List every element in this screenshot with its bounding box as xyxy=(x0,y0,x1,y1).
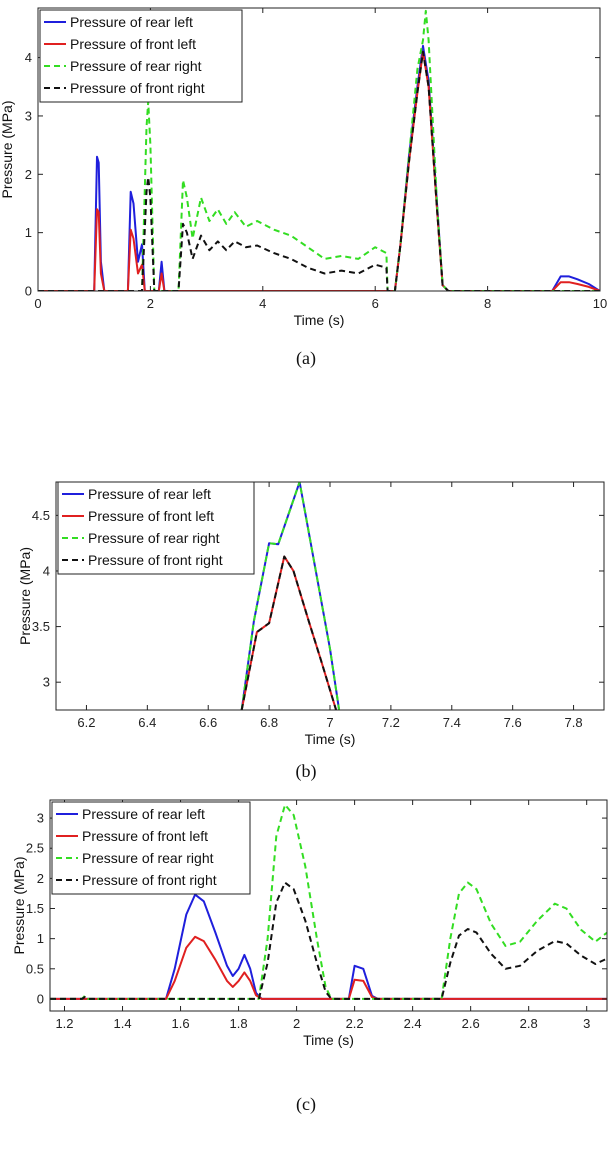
x-tick-label: 6.2 xyxy=(77,715,95,730)
legend-entry-label: Pressure of rear left xyxy=(82,806,205,822)
legend-entry-label: Pressure of front right xyxy=(70,80,205,96)
chart-2: 1.2 1.4 1.6 1.8 2 2.2 2.4 2.6 2.8 3 0 0.5 1 1.5 2 2.5 3 T… xyxy=(11,799,608,1115)
panel-caption: (c) xyxy=(296,1094,316,1115)
legend-entry-label: Pressure of front right xyxy=(88,552,223,568)
series-line-2 xyxy=(50,935,607,1000)
x-axis-label: Time (s) xyxy=(294,312,345,328)
y-tick-label: 2 xyxy=(37,871,44,886)
x-tick-label: 8 xyxy=(484,296,491,311)
y-tick-label: 2.5 xyxy=(26,841,44,856)
x-tick-label: 7.6 xyxy=(504,715,522,730)
x-tick-label: 7.8 xyxy=(565,715,583,730)
x-tick-label: 6.8 xyxy=(260,715,278,730)
x-tick-label: 1.2 xyxy=(55,1016,73,1031)
y-tick-label: 0 xyxy=(25,284,32,299)
x-axis-label: Time (s) xyxy=(305,731,356,747)
series-line-3 xyxy=(50,803,607,1000)
y-tick-label: 0 xyxy=(37,991,44,1006)
series-line-4 xyxy=(50,881,607,1000)
series-line-1 xyxy=(240,482,341,710)
x-tick-label: 3 xyxy=(583,1016,590,1031)
y-tick-label: 1.5 xyxy=(26,901,44,916)
legend-entry-label: Pressure of front left xyxy=(70,36,196,52)
y-axis-label: Pressure (MPa) xyxy=(11,856,27,954)
legend-entry-label: Pressure of front right xyxy=(82,872,217,888)
legend-box xyxy=(57,481,255,575)
series-line-3 xyxy=(38,9,600,291)
legend-entry-label: Pressure of rear right xyxy=(70,58,202,74)
x-tick-label: 7.2 xyxy=(382,715,400,730)
plot-area xyxy=(240,482,341,710)
series-line-2 xyxy=(240,555,338,710)
axes-frame xyxy=(49,799,608,1012)
plot-area xyxy=(50,803,607,1000)
legend-box xyxy=(51,801,251,895)
y-tick-label: 4 xyxy=(25,50,32,65)
x-axis-label: Time (s) xyxy=(303,1032,354,1048)
series-line-1 xyxy=(50,893,607,1000)
x-tick-label: 6.6 xyxy=(199,715,217,730)
chart-0: 0 2 4 6 8 10 0 1 2 3 4 Time (s) Pressure (MPa) Pressu… xyxy=(0,7,607,369)
panel-caption: (b) xyxy=(296,761,317,782)
chart-1: 6.2 6.4 6.6 6.8 7 7.2 7.4 7.6 7.8 3 3.5 4 4.5 Time (s… xyxy=(17,481,605,782)
series-line-3 xyxy=(240,482,341,710)
x-tick-label: 2.2 xyxy=(346,1016,364,1031)
x-tick-label: 1.6 xyxy=(172,1016,190,1031)
axes-frame xyxy=(37,7,601,292)
legend-box xyxy=(39,9,243,103)
legend: Pressure of rear left Pressure of front l… xyxy=(39,9,243,103)
x-tick-label: 4 xyxy=(259,296,266,311)
y-tick-label: 3 xyxy=(43,675,50,690)
panel-caption: (a) xyxy=(296,348,316,369)
legend-entry-label: Pressure of front left xyxy=(88,508,214,524)
plot-area xyxy=(38,9,600,291)
x-tick-label: 7.4 xyxy=(443,715,461,730)
y-tick-label: 4 xyxy=(43,563,50,578)
x-tick-label: 2 xyxy=(147,296,154,311)
y-tick-label: 0.5 xyxy=(26,961,44,976)
x-tick-label: 7 xyxy=(326,715,333,730)
y-tick-label: 3 xyxy=(37,811,44,826)
x-tick-label: 2.6 xyxy=(462,1016,480,1031)
series-line-2 xyxy=(38,50,600,291)
x-tick-label: 6.4 xyxy=(138,715,156,730)
x-tick-label: 1.8 xyxy=(230,1016,248,1031)
y-tick-label: 1 xyxy=(25,225,32,240)
x-tick-label: 2.4 xyxy=(404,1016,422,1031)
y-tick-label: 1 xyxy=(37,931,44,946)
y-axis-label: Pressure (MPa) xyxy=(0,100,15,198)
x-tick-label: 10 xyxy=(593,296,607,311)
x-tick-label: 1.4 xyxy=(113,1016,131,1031)
y-tick-label: 2 xyxy=(25,167,32,182)
x-tick-label: 2.8 xyxy=(520,1016,538,1031)
y-tick-label: 4.5 xyxy=(32,508,50,523)
legend-entry-label: Pressure of rear left xyxy=(70,14,193,30)
x-tick-label: 2 xyxy=(293,1016,300,1031)
x-tick-label: 0 xyxy=(34,296,41,311)
legend: Pressure of rear left Pressure of front l… xyxy=(57,481,255,575)
legend-entry-label: Pressure of rear left xyxy=(88,486,211,502)
series-line-4 xyxy=(240,555,338,710)
legend: Pressure of rear left Pressure of front l… xyxy=(51,801,251,895)
x-tick-label: 6 xyxy=(372,296,379,311)
legend-entry-label: Pressure of rear right xyxy=(82,850,214,866)
legend-entry-label: Pressure of rear right xyxy=(88,530,220,546)
legend-entry-label: Pressure of front left xyxy=(82,828,208,844)
y-axis-label: Pressure (MPa) xyxy=(17,547,33,645)
y-tick-label: 3.5 xyxy=(32,619,50,634)
y-tick-label: 3 xyxy=(25,108,32,123)
